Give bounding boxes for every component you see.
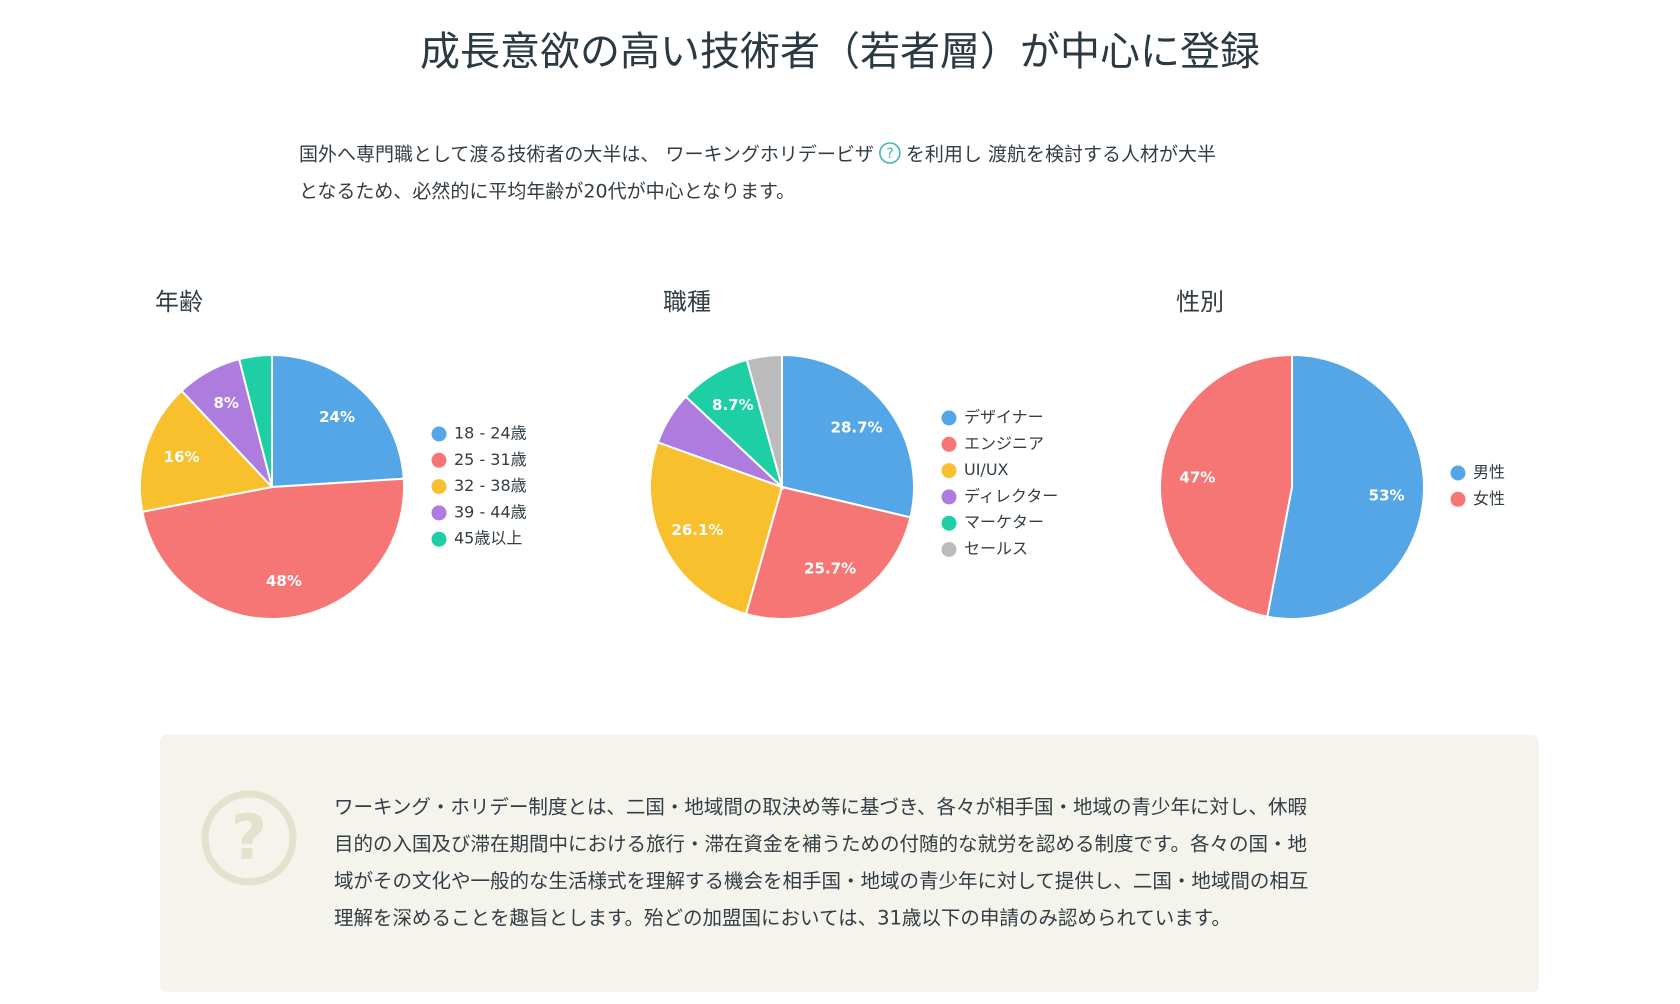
legend-label: エンジニア <box>964 434 1044 453</box>
intro-text: を利用し 渡航を検討する人材が大半 <box>906 144 1216 166</box>
note-line: 目的の入国及び滞在期間中における旅行・滞在資金を補うための付随的な就労を認める制… <box>334 833 1307 856</box>
pie-slice <box>271 353 405 489</box>
help-icon-mark: ? <box>886 146 893 162</box>
legend-swatch <box>1450 465 1466 481</box>
pie-slice <box>237 353 273 488</box>
legend-label: 18 - 24歳 <box>454 424 527 443</box>
legend-swatch <box>941 515 957 531</box>
legend-label: 39 - 44歳 <box>454 502 527 521</box>
legend-swatch <box>431 505 447 521</box>
note-icon <box>201 790 297 886</box>
note-icon-mark: ? <box>231 801 267 874</box>
pie-slice <box>744 485 912 620</box>
chart-title: 性別 <box>1176 288 1224 316</box>
slice-label: 26.1% <box>671 521 723 539</box>
help-icon-circle <box>879 142 901 164</box>
legend-label: ディレクター <box>964 486 1058 505</box>
legend-label: 男性 <box>1473 463 1505 482</box>
legend-swatch <box>431 426 447 442</box>
intro-text: となるため、必然的に平均年齢が20代が中心となります。 <box>299 181 795 203</box>
pie-slice <box>1159 353 1293 618</box>
pie-slice <box>139 389 274 513</box>
note-line: 域がその文化や一般的な生活様式を理解する機会を相手国・地域の青少年に対して提供し… <box>334 870 1308 893</box>
chart-title: 職種 <box>663 288 711 316</box>
page-title: 成長意欲の高い技術者（若者層）が中心に登録 <box>420 29 1260 75</box>
note-line: 理解を深めることを趣旨とします。殆どの加盟国においては、31歳以下の申請のみ認め… <box>334 907 1231 930</box>
legend-label: 女性 <box>1473 489 1505 508</box>
legend-swatch <box>941 489 957 505</box>
legend-swatch <box>941 463 957 479</box>
legend-label: UI/UX <box>964 460 1009 479</box>
slice-label: 8.7% <box>712 396 754 414</box>
slice-label: 47% <box>1179 469 1215 487</box>
slice-label: 16% <box>164 448 200 466</box>
help-icon[interactable]: ? <box>879 142 901 164</box>
intro-text: 国外へ専門職として渡る技術者の大半は、 ワーキングホリデービザ <box>299 144 874 166</box>
slice-label: 25.7% <box>804 559 856 577</box>
pie-slice <box>745 353 783 488</box>
pie-slice <box>649 441 784 616</box>
slice-label: 8% <box>213 394 238 412</box>
note-text: ワーキング・ホリデー制度とは、二国・地域間の取決め等に基づき、各々が相手国・地域… <box>334 796 1308 930</box>
pie-slice <box>141 477 405 620</box>
legend-label: 25 - 31歳 <box>454 450 527 469</box>
slice-label: 53% <box>1369 486 1405 504</box>
legend-swatch <box>1450 491 1466 507</box>
legend-swatch <box>941 410 957 426</box>
chart-title: 年齢 <box>155 288 203 316</box>
legend-label: 32 - 38歳 <box>454 476 527 495</box>
slice-label: 24% <box>319 408 355 426</box>
note-line: ワーキング・ホリデー制度とは、二国・地域間の取決め等に基づき、各々が相手国・地域… <box>334 796 1307 819</box>
legend-label: デザイナー <box>964 408 1044 427</box>
slice-label: 48% <box>266 572 302 590</box>
legend-swatch <box>941 542 957 557</box>
note-box <box>160 735 1539 992</box>
legend-swatch <box>431 479 447 495</box>
pie-slice <box>1266 353 1425 620</box>
slice-label: 28.7% <box>831 419 883 437</box>
legend-swatch <box>431 452 447 468</box>
legend-label: 45歳以上 <box>454 529 522 548</box>
legend-label: セールス <box>964 539 1028 558</box>
legend-swatch <box>941 436 957 452</box>
pie-slice <box>781 353 915 519</box>
legend-label: マーケター <box>964 513 1044 532</box>
legend-swatch <box>431 531 447 547</box>
